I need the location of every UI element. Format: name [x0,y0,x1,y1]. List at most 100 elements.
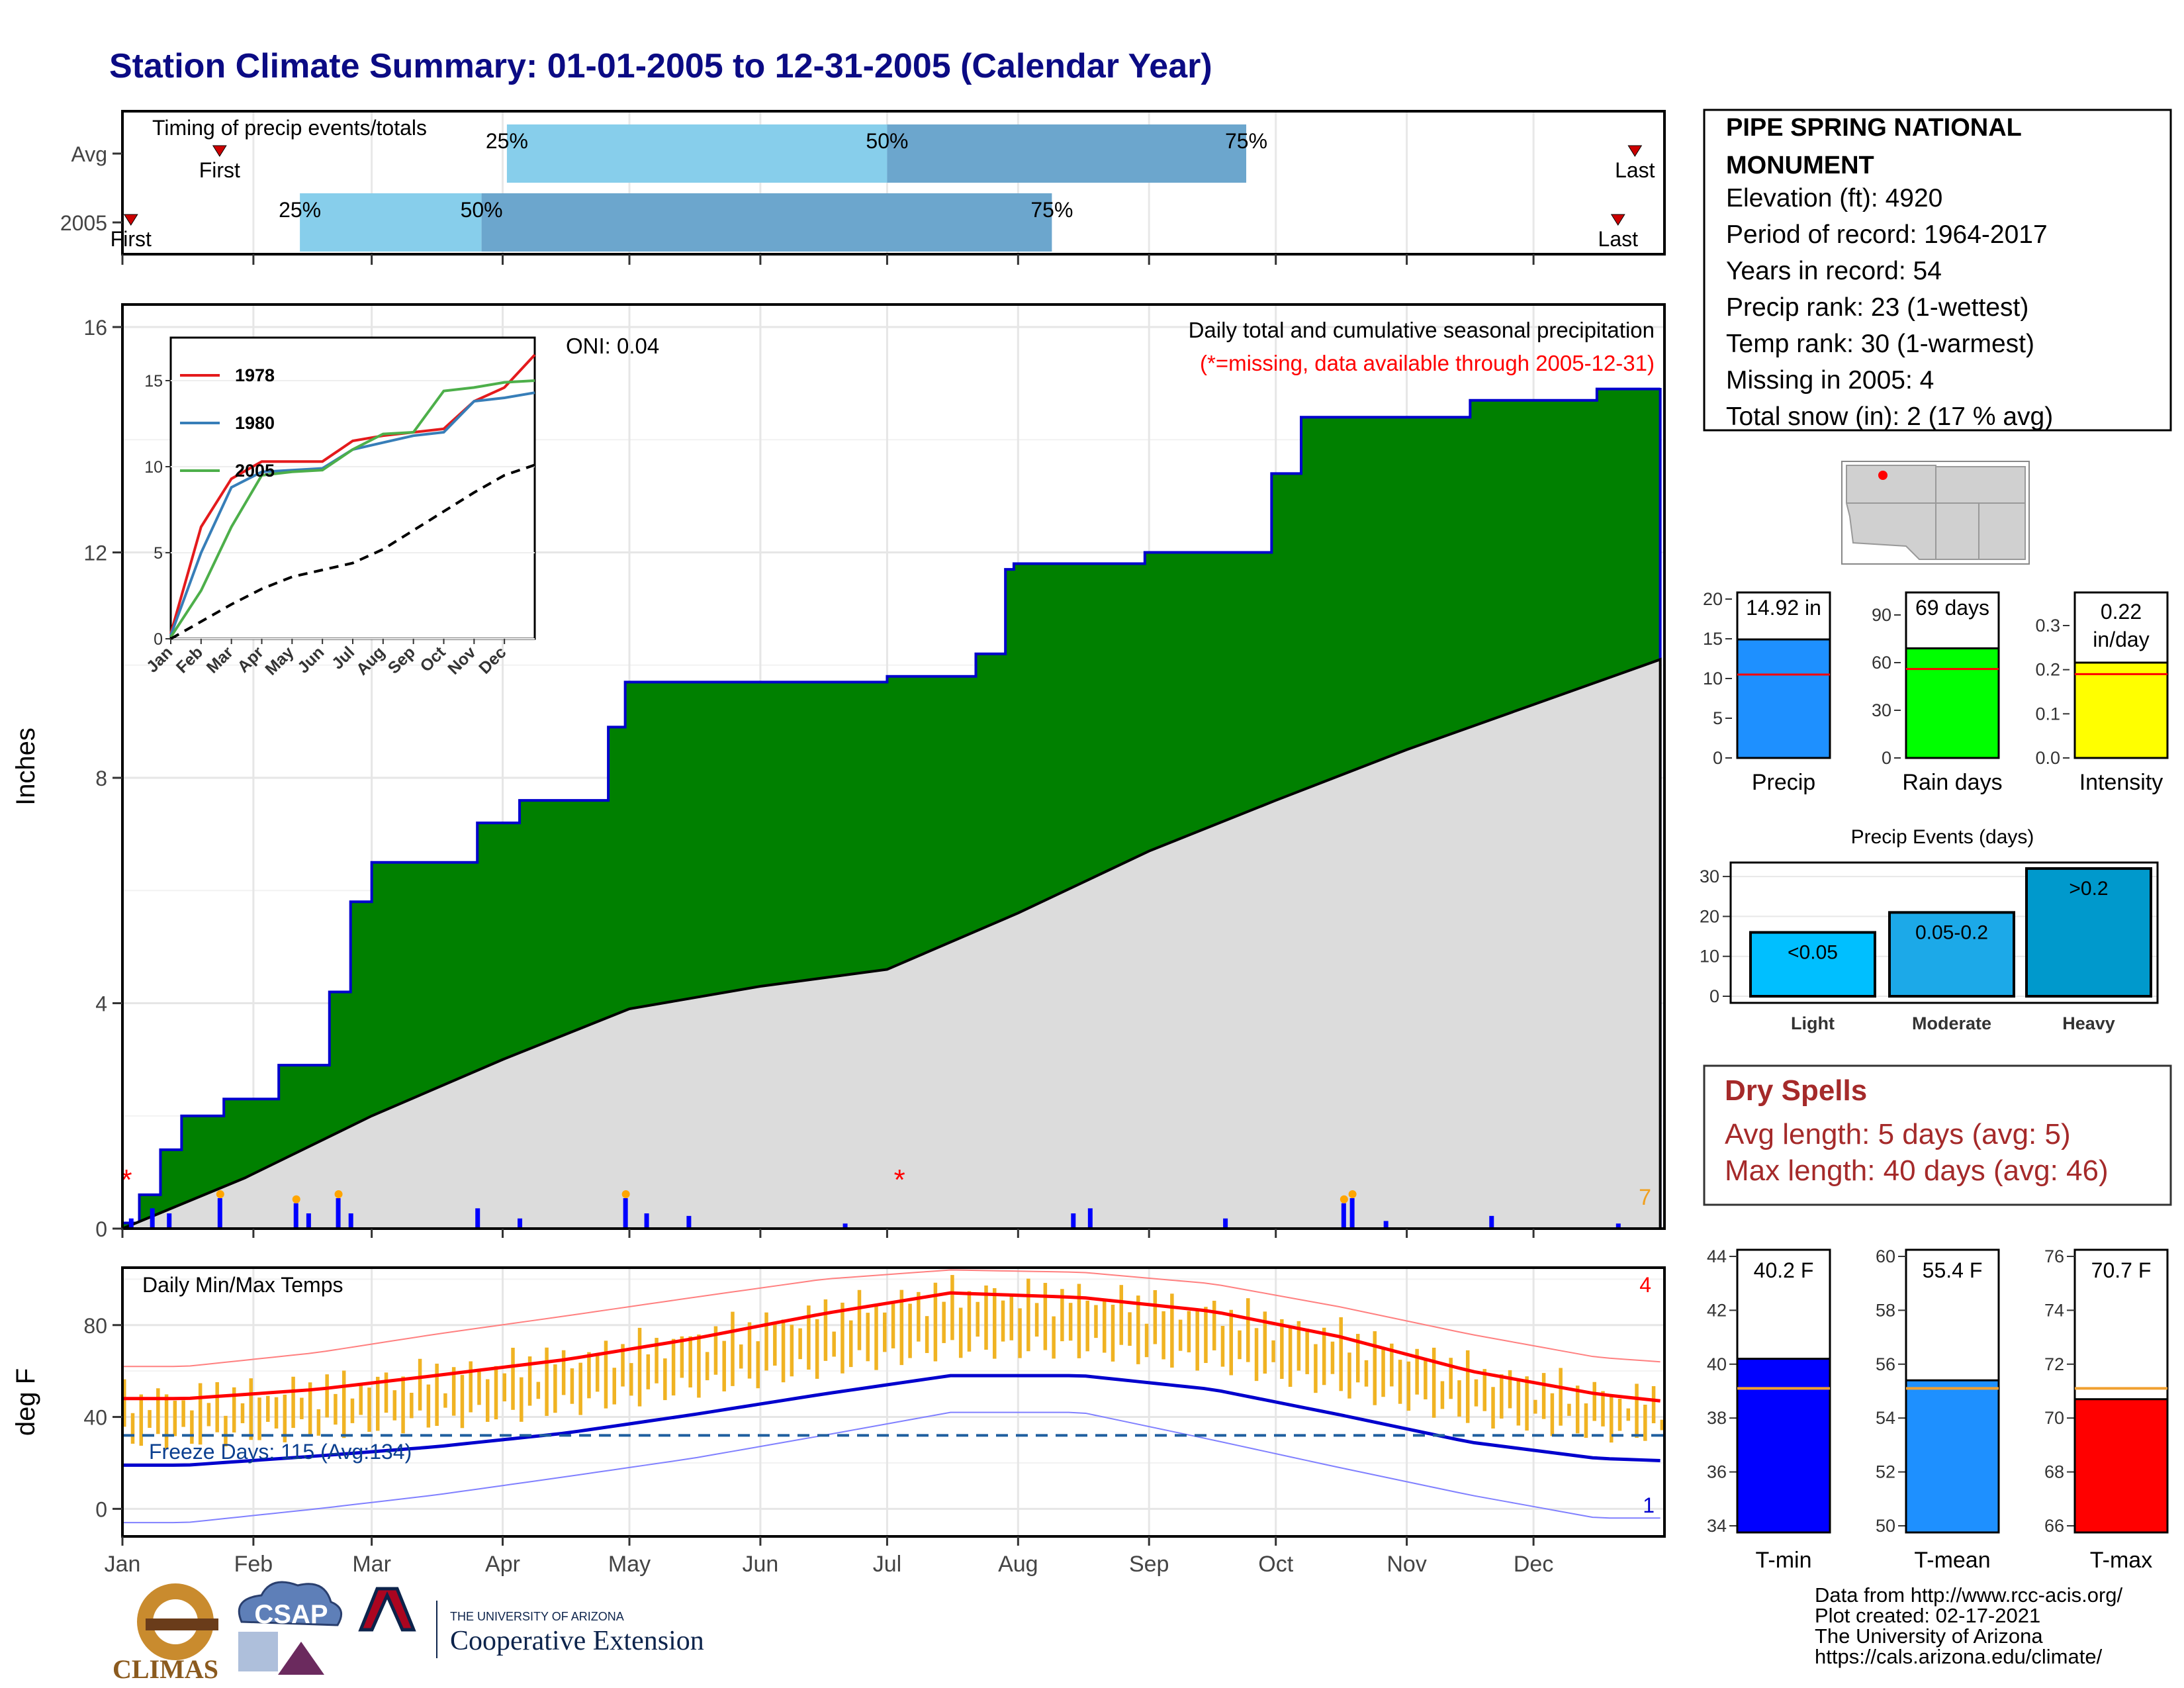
daily-temp-range-bar [1474,1379,1479,1407]
csap-logo-mountain [278,1642,324,1675]
climas-logo-text: CLIMAS [113,1654,218,1684]
month-label: Sep [1129,1552,1169,1577]
csap-logo-bars [238,1632,278,1671]
daily-temp-range-bar [274,1397,279,1429]
temp-summary-category-label: T-mean [1914,1548,1990,1573]
extreme-event-marker [621,1190,630,1199]
summary-y-tick-label: 60 [1872,653,1891,673]
daily-temp-range-bar [1457,1380,1461,1417]
summary-y-tick-label: 30 [1872,700,1891,720]
daily-temp-range-bar [173,1400,177,1436]
month-label: Jun [743,1552,779,1577]
daily-temp-range-bar [156,1388,160,1434]
daily-temp-range-bar [1592,1382,1596,1421]
timing-row-label: 2005 [60,211,107,235]
daily-temp-range-bar [823,1299,828,1361]
station-name-line2: MONUMENT [1726,152,1874,179]
daily-temp-range-bar [1356,1334,1360,1383]
daily-temp-range-bar [469,1361,473,1413]
month-label: Jul [873,1552,901,1577]
daily-temp-range-bar [655,1338,659,1383]
daily-temp-range-bar [908,1303,912,1358]
inset-legend-label: 1980 [235,413,275,433]
temp-summary-value-label: 55.4 F [1923,1258,1983,1282]
events-bar-label: 0.05-0.2 [1915,921,1988,943]
summary-y-tick-label: 90 [1872,605,1891,625]
daily-temp-range-bar [1254,1328,1259,1382]
temp-summary-category-label: T-min [1756,1548,1812,1573]
temp-summary-y-tick-label: 44 [1707,1246,1727,1266]
temp-summary-t-min: 34 36 38 40 42 44 40.2 F T-min [1707,1246,1831,1573]
daily-precip-bar [1489,1215,1494,1229]
daily-temp-range-bar [984,1285,988,1350]
daily-temp-range-bar [1204,1307,1208,1363]
summary-y-tick-label: 0.0 [2035,748,2060,768]
temp-summary-y-tick-label: 42 [1707,1300,1727,1320]
daily-temp-range-bar [164,1394,169,1450]
daily-temp-range-bar [1178,1319,1183,1351]
events-bar-label: <0.05 [1788,942,1838,964]
daily-temp-range-bar [612,1368,616,1405]
daily-temp-range-bar [883,1312,887,1352]
daily-temp-range-bar [1305,1329,1309,1374]
daily-temp-range-bar [181,1400,185,1427]
daily-temp-range-bar [1034,1303,1039,1337]
daily-temp-range-bar [587,1352,591,1399]
summary-y-tick-label: 0 [1713,748,1723,768]
daily-temp-range-bar [747,1322,752,1379]
temp-summary-y-tick-label: 34 [1707,1516,1727,1536]
daily-precip-bar [306,1213,311,1229]
daily-temp-range-bar [148,1410,152,1429]
temp-summary-value-label: 40.2 F [1754,1258,1814,1282]
temp-y-tick-label: 0 [95,1497,107,1521]
missing-data-mark: * [894,1164,905,1196]
daily-temp-range-bar [1516,1380,1521,1426]
dry-spells-avg: Avg length: 5 days (avg: 5) [1725,1118,2071,1150]
inset-lines [169,353,536,640]
daily-temp-range-bar [232,1387,236,1432]
first-label: First [111,227,152,251]
daily-temp-range-bar [527,1356,532,1406]
daily-temp-range-bar [1660,1419,1664,1430]
daily-temp-range-bar [942,1301,946,1343]
precip-annotation-missing: (*=missing, data available through 2005-… [1200,351,1655,375]
events-category-label: Heavy [2062,1013,2115,1033]
events-bar-moderate [1888,911,2015,998]
station-info-line: Period of record: 1964-2017 [1726,220,2048,249]
daily-temp-range-bar [1525,1376,1529,1431]
temp-summary-y-tick-label: 58 [1876,1300,1895,1320]
daily-temp-range-bar [1170,1293,1174,1368]
daily-temp-range-bar [1424,1360,1428,1399]
daily-temp-range-bar [773,1322,777,1366]
station-info-line: Missing in 2005: 4 [1726,366,1934,395]
daily-temp-range-bar [899,1289,904,1366]
daily-temp-range-bar [553,1364,557,1413]
daily-temp-range-bar [1288,1325,1293,1387]
daily-temp-range-bar [536,1382,541,1399]
month-label: Feb [234,1552,273,1577]
precip-y-tick-label: 16 [83,316,107,340]
climas-logo: CLIMAS [113,1583,218,1684]
daily-temp-range-bar [1390,1343,1394,1387]
daily-temp-range-bar [629,1363,633,1396]
daily-precip-bar [128,1218,134,1229]
daily-temp-range-bar [477,1370,481,1405]
summary-chart-precip: 0 5 10 15 20 14.92 in Precip [1703,589,1831,795]
daily-temp-range-bar [1001,1300,1005,1342]
extreme-event-marker [1340,1195,1348,1203]
daily-temp-range-bar [334,1393,338,1425]
daily-temp-range-bar [283,1394,287,1442]
daily-temp-range-bar [561,1350,566,1395]
daily-temp-range-bar [1153,1289,1158,1344]
timing-rows: 25% 50% 75% First Last 25% 50% 75% First Last [111,124,1655,252]
timing-panel-frame [121,110,1666,256]
daily-temp-range-bar [1584,1403,1588,1438]
summary-chart-intensity: 0.0 0.1 0.2 0.3 0.22 in/day Intensity [2035,591,2169,795]
daily-precip-bar [842,1223,848,1229]
daily-temp-range-bar [646,1354,651,1389]
record-low-line [122,1411,1661,1524]
daily-temp-range-bar [1449,1358,1453,1399]
last-label: Last [1615,158,1655,182]
temp-panel-label: Daily Min/Max Temps [142,1273,343,1297]
daily-temp-range-bar [1643,1404,1647,1441]
